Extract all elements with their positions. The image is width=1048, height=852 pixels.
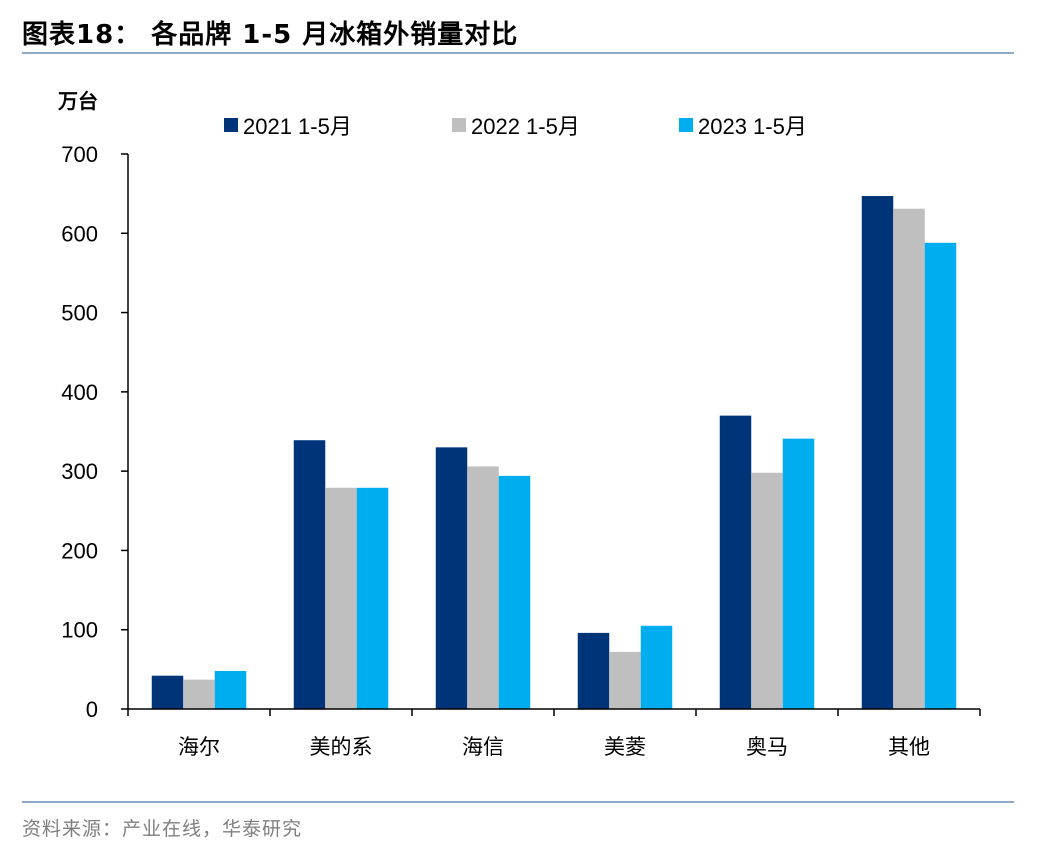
bar <box>751 472 783 709</box>
legend-swatch <box>679 118 693 132</box>
y-axis-unit-label: 万台 <box>57 89 98 113</box>
bar <box>435 447 468 709</box>
bar <box>151 675 184 709</box>
chart-legend: 2021 1-5月 2022 1-5月 2023 1-5月 <box>224 114 807 139</box>
y-tick-label: 400 <box>61 380 98 405</box>
bar <box>183 679 215 709</box>
bar <box>498 475 531 709</box>
y-tick-label: 600 <box>61 221 98 246</box>
bar <box>467 466 499 709</box>
bar <box>356 487 389 709</box>
x-category-label: 海尔 <box>178 735 220 759</box>
legend-swatch <box>224 118 238 132</box>
page-title: 图表18： 各品牌 1-5 月冰箱外销量对比 <box>22 20 519 50</box>
bar <box>640 625 673 709</box>
bar <box>924 242 957 710</box>
x-category-label: 其他 <box>888 735 930 759</box>
x-category-label: 海信 <box>462 735 504 759</box>
legend-label: 2023 1-5月 <box>698 114 807 139</box>
y-tick-label: 200 <box>61 538 98 563</box>
bar <box>893 208 925 709</box>
legend-label: 2021 1-5月 <box>243 114 352 139</box>
y-tick-label: 100 <box>61 618 98 643</box>
legend-label: 2022 1-5月 <box>471 114 580 139</box>
bar-chart: 万台 2021 1-5月 2022 1-5月 2023 1-5月 0 100 200 30… <box>57 89 981 759</box>
x-category-label: 奥马 <box>746 735 788 759</box>
legend-swatch <box>452 118 466 132</box>
bar <box>577 632 610 709</box>
x-category-label: 美的系 <box>310 735 373 759</box>
bar <box>609 651 641 709</box>
y-tick-label: 0 <box>86 697 98 722</box>
bar <box>214 670 247 709</box>
bar <box>719 415 752 709</box>
x-category-label: 美菱 <box>604 735 646 759</box>
bars <box>151 196 957 710</box>
y-tick-label: 700 <box>61 142 98 167</box>
source-note: 资料来源：产业在线，华泰研究 <box>22 818 303 840</box>
footer-divider <box>22 801 1014 803</box>
bar <box>293 440 326 709</box>
y-axis: 0 100 200 300 400 500 600 700 <box>61 142 129 722</box>
bar <box>782 438 815 709</box>
bar <box>325 487 357 709</box>
title-divider <box>22 52 1014 54</box>
y-tick-label: 500 <box>61 301 98 326</box>
y-tick-label: 300 <box>61 459 98 484</box>
x-axis: 海尔 美的系 海信 美菱 奥马 其他 <box>127 708 981 759</box>
bar <box>861 196 894 709</box>
